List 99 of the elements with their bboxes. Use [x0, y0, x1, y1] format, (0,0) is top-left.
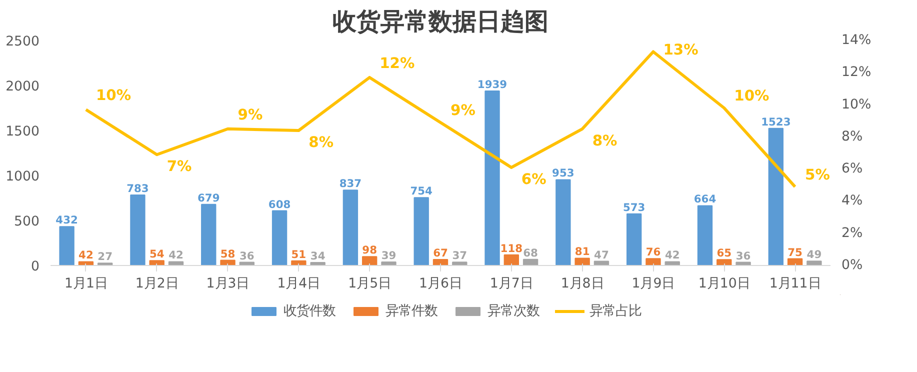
bar — [149, 260, 164, 266]
bar — [556, 179, 571, 266]
bar — [484, 90, 500, 266]
legend-label: 收货件数 — [284, 303, 336, 320]
bar — [432, 258, 448, 266]
data-label: 783 — [126, 182, 149, 196]
bar — [78, 261, 94, 266]
data-label: 432 — [56, 214, 78, 227]
bar — [342, 190, 358, 266]
y-tick-label: 1000 — [6, 170, 40, 184]
data-label: 1939 — [477, 78, 508, 91]
y2-tick-label: 0% — [842, 258, 863, 273]
bar — [381, 261, 396, 266]
x-tick-label: 1月10日 — [698, 276, 750, 292]
y2-tick-label: 4% — [842, 194, 863, 209]
bar — [168, 261, 184, 266]
data-label: 573 — [622, 200, 646, 214]
data-label: 47 — [594, 248, 609, 262]
x-tick-label: 1月1日 — [64, 276, 108, 292]
data-label: 36 — [736, 249, 751, 262]
bar — [452, 262, 468, 266]
x-tick-label: 1月5日 — [348, 276, 392, 292]
bar — [414, 197, 429, 266]
data-label: 68 — [523, 246, 538, 260]
data-label: 8% — [308, 134, 334, 151]
data-label: 8% — [592, 132, 618, 150]
bar — [806, 260, 822, 266]
bar — [59, 226, 74, 266]
data-label: 664 — [694, 192, 716, 206]
data-label: 76 — [646, 246, 661, 259]
y-tick-label: 2000 — [6, 80, 40, 94]
data-label: 65 — [716, 246, 732, 260]
data-label: 679 — [198, 191, 220, 204]
y2-tick-label: 14% — [842, 33, 872, 48]
data-label: 608 — [268, 198, 291, 211]
bar — [626, 213, 642, 266]
bar — [768, 128, 784, 266]
data-label: 51 — [291, 248, 306, 261]
data-label: 1523 — [761, 115, 791, 128]
data-label: 42 — [168, 248, 184, 262]
x-tick-label: 1月2日 — [135, 276, 178, 292]
x-tick-label: 1月11日 — [769, 276, 821, 292]
y-tick-label: 500 — [14, 214, 40, 230]
data-label: 12% — [380, 54, 415, 72]
data-label: 27 — [98, 250, 113, 264]
legend-label: 异常次数 — [488, 302, 540, 320]
data-label: 58 — [220, 247, 236, 260]
bar — [362, 256, 378, 266]
data-label: 118 — [500, 242, 523, 255]
bar — [716, 259, 732, 266]
bar — [130, 194, 146, 266]
bar — [697, 205, 713, 266]
x-tick-label: 1月8日 — [560, 276, 604, 292]
data-label: 837 — [339, 177, 362, 190]
data-label: 37 — [452, 249, 468, 262]
data-label: 9% — [238, 106, 263, 124]
data-label: 54 — [149, 248, 164, 261]
data-label: 49 — [806, 248, 822, 262]
data-label: 39 — [381, 248, 396, 262]
bar — [522, 258, 538, 266]
y2-tick-label: 12% — [842, 65, 872, 80]
data-label: 953 — [552, 166, 574, 180]
y2-tick-label: 2% — [842, 226, 863, 241]
data-label: 13% — [663, 41, 699, 58]
bar — [646, 258, 661, 266]
data-label: 67 — [433, 246, 448, 260]
bar — [664, 261, 680, 266]
data-label: 98 — [362, 244, 378, 257]
x-tick-label: 1月7日 — [490, 276, 533, 292]
data-label: 10% — [734, 88, 770, 104]
y2-tick-label: 10% — [842, 97, 872, 112]
legend-label: 异常占比 — [590, 302, 642, 320]
chart-title: 收货异常数据日趋图 — [332, 8, 548, 36]
bar — [272, 210, 288, 266]
data-label: 5% — [805, 166, 830, 184]
data-label: 10% — [96, 87, 132, 104]
y-tick-label: 0 — [31, 260, 40, 274]
x-tick-label: 1月3日 — [206, 276, 250, 292]
y-tick-label: 2500 — [6, 34, 40, 50]
data-label: 81 — [574, 245, 590, 258]
y-tick-label: 1500 — [6, 124, 40, 140]
data-label: 42 — [664, 248, 680, 262]
legend-label: 异常件数 — [386, 302, 438, 320]
data-label: 42 — [78, 248, 94, 262]
x-tick-label: 1月6日 — [419, 276, 462, 292]
data-label: 34 — [310, 249, 326, 262]
x-tick-label: 1月4日 — [277, 276, 320, 292]
bar — [504, 254, 519, 266]
data-label: 6% — [521, 170, 547, 188]
data-label: 754 — [410, 184, 432, 198]
bar — [574, 258, 590, 266]
data-label: 7% — [166, 158, 192, 176]
data-label: 36 — [240, 249, 254, 262]
y2-tick-label: 8% — [842, 129, 863, 144]
y2-tick-label: 6% — [842, 162, 863, 177]
x-tick-label: 1月9日 — [632, 276, 675, 292]
data-label: 75 — [788, 246, 802, 259]
bar — [201, 204, 216, 266]
data-label: 9% — [450, 102, 476, 119]
